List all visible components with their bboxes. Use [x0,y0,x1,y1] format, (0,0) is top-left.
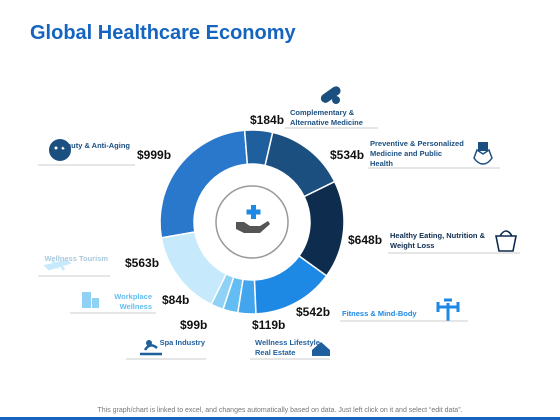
donut-segment [264,131,336,198]
value-label: $648b [348,233,383,247]
donut-segment [236,278,257,315]
center-ring [215,185,289,259]
value-label: $99b [180,318,208,332]
donut-segment [222,276,244,314]
footer-note: This graph/chart is linked to excel, and… [97,407,463,414]
value-label: $542b [296,305,331,319]
chart-title: Global Healthcare Economy [30,22,296,44]
value-label: $563b [125,256,160,270]
value-label: $999b [137,148,172,162]
donut-segment [243,129,274,167]
value-label: $84b [162,293,190,307]
category-label: Workplace Wellness [114,292,152,311]
category-label: Healthy Eating, Nutrition & Weight Loss [390,231,486,250]
category-label: Fitness & Mind-Body [342,309,417,318]
icons [43,86,517,356]
category-label: Complementary & Alternative Medicine [290,108,363,127]
category-label: Preventive & Personalized Medicine and P… [370,139,464,168]
category-label: Wellness Tourism [44,254,109,263]
center-icon [236,205,270,233]
donut-segment [160,231,228,306]
value-label: $534b [330,148,365,162]
donut-segment [253,254,328,315]
label-rules [38,127,520,360]
category-label: Wellness Lifestyle Real Estate [255,338,320,357]
category-label: Beauty & Anti-Aging [57,141,130,150]
value-label: $184b [250,113,285,127]
value-label: $119b [252,318,286,332]
donut-segment [298,180,345,277]
category-label: Spa Industry [159,338,205,347]
bottom-bar [0,417,560,420]
